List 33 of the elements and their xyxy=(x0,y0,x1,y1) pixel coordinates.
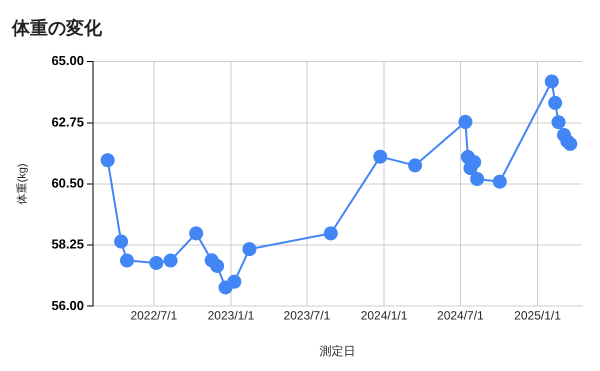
point xyxy=(563,136,578,151)
y-tick-label: 56.00 xyxy=(51,298,84,313)
y-tick-label: 62.75 xyxy=(51,114,84,130)
point xyxy=(149,256,164,270)
y-tick-label: 65.00 xyxy=(51,53,84,68)
point xyxy=(164,254,178,268)
point xyxy=(552,115,566,130)
point xyxy=(373,150,388,164)
x-tick-label: 2022/7/1 xyxy=(130,308,178,323)
point xyxy=(548,96,562,110)
point xyxy=(114,234,128,249)
point xyxy=(492,174,507,189)
x-tick-label: 2023/7/1 xyxy=(284,308,331,323)
point xyxy=(210,258,224,273)
x-tick-label: 2023/1/1 xyxy=(208,308,255,323)
x-axis-title: 測定日 xyxy=(320,344,356,358)
point xyxy=(227,274,242,289)
point xyxy=(100,153,115,168)
point xyxy=(544,74,559,88)
y-axis-title: 体重(kg) xyxy=(16,163,29,204)
y-tick-label: 60.50 xyxy=(51,175,84,190)
point xyxy=(242,242,256,256)
x-tick-label: 2025/1/1 xyxy=(514,308,562,323)
point xyxy=(458,114,472,129)
point xyxy=(408,158,422,172)
point xyxy=(324,226,338,240)
point xyxy=(120,254,134,268)
x-tick-label: 2024/1/1 xyxy=(360,308,408,323)
y-tick-label: 58.25 xyxy=(51,236,84,252)
point xyxy=(470,172,484,186)
x-tick-label: 2024/7/1 xyxy=(437,308,484,323)
point xyxy=(189,226,204,240)
chart-title: 体重の変化 xyxy=(11,18,103,38)
